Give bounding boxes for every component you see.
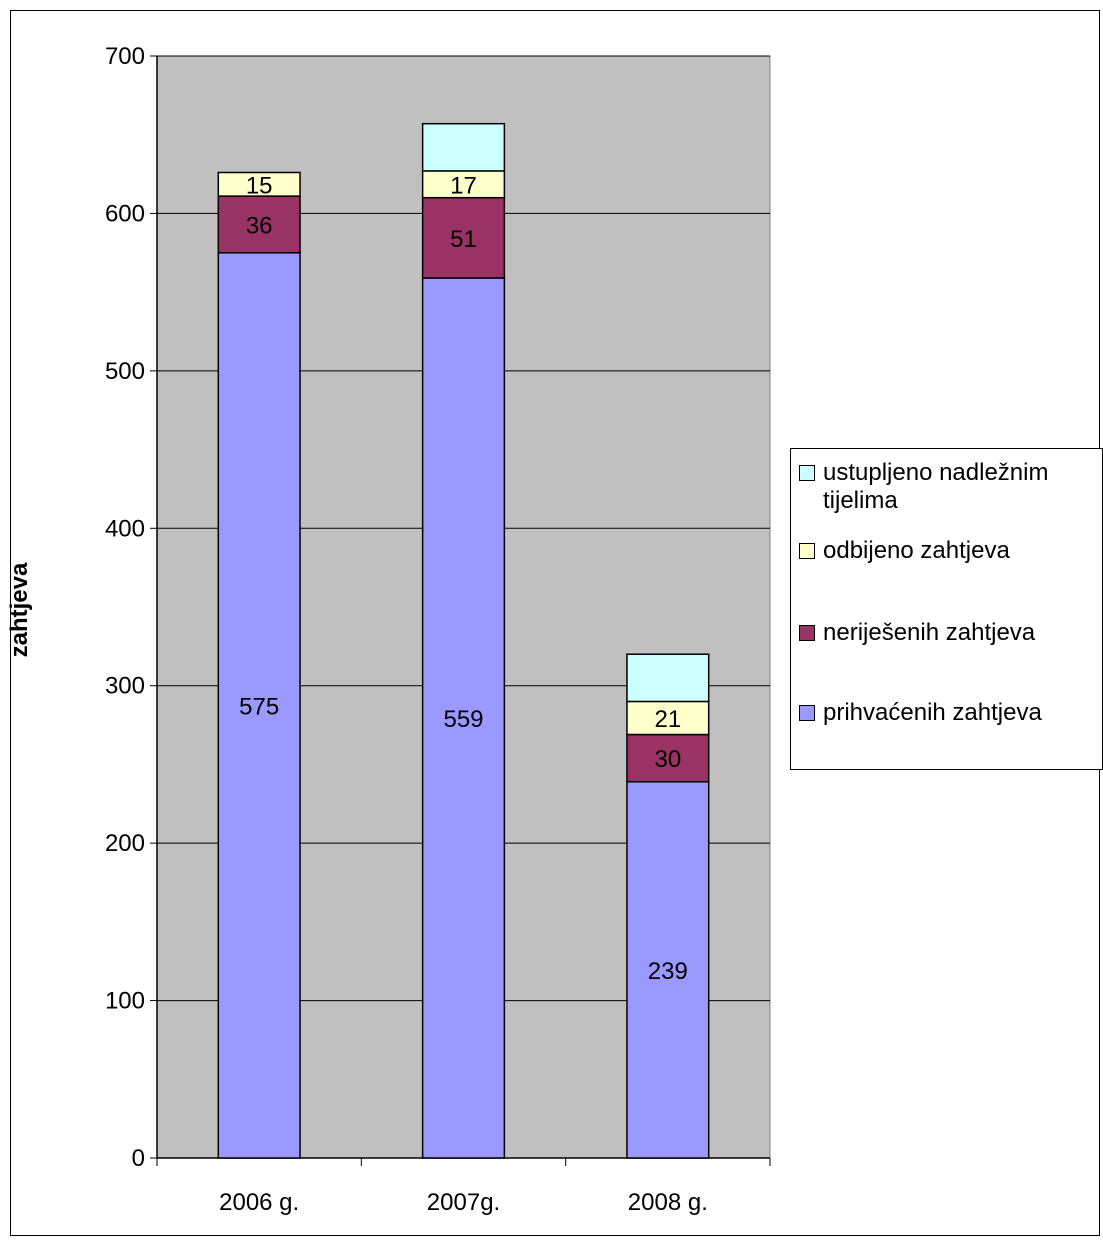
bar-segment bbox=[217, 195, 301, 254]
legend-item: odbijeno zahtjeva bbox=[799, 537, 1093, 565]
y-axis-title: zahtjeva bbox=[6, 562, 33, 658]
bar-segment bbox=[421, 196, 506, 279]
y-tick-label: 400 bbox=[105, 515, 145, 542]
data-label: 239 bbox=[648, 958, 688, 985]
legend-swatch bbox=[799, 543, 815, 559]
y-tick-label: 500 bbox=[105, 358, 145, 385]
bar-segment bbox=[217, 171, 301, 197]
legend-label: neriješenih zahtjeva bbox=[823, 619, 1036, 646]
legend-label: odbijeno zahtjeva bbox=[823, 537, 1010, 564]
x-tick-label: 2008 g. bbox=[628, 1189, 708, 1216]
legend-swatch bbox=[799, 705, 815, 721]
x-tick-label: 2007g. bbox=[427, 1189, 500, 1216]
bar-segment bbox=[626, 653, 710, 703]
y-tick-label: 200 bbox=[105, 830, 145, 857]
data-label: 30 bbox=[654, 746, 681, 773]
bar-segment bbox=[217, 252, 301, 1159]
legend-label: ustupljeno nadležnim tijelima bbox=[823, 459, 1049, 514]
y-tick-label: 300 bbox=[105, 673, 145, 700]
bar-segment bbox=[421, 277, 506, 1159]
bar-segment bbox=[626, 700, 710, 736]
legend-swatch bbox=[799, 465, 815, 481]
legend-swatch bbox=[799, 625, 815, 641]
legend-item: neriješenih zahtjeva bbox=[799, 619, 1093, 647]
data-label: 17 bbox=[450, 172, 477, 199]
data-label: 15 bbox=[246, 172, 273, 199]
legend: ustupljeno nadležnim tijelima odbijeno za… bbox=[790, 448, 1103, 770]
y-tick-label: 0 bbox=[132, 1145, 145, 1172]
x-tick-label: 2006 g. bbox=[219, 1189, 299, 1216]
bar-segment bbox=[626, 780, 710, 1159]
bar-segment bbox=[421, 122, 506, 172]
legend-label: prihvaćenih zahtjeva bbox=[823, 699, 1042, 726]
data-label: 559 bbox=[443, 706, 483, 733]
y-tick-label: 100 bbox=[105, 988, 145, 1015]
data-label: 575 bbox=[239, 693, 279, 720]
y-tick-label: 600 bbox=[105, 200, 145, 227]
y-tick-label: 700 bbox=[105, 43, 145, 70]
legend-item: ustupljeno nadležnim tijelima bbox=[799, 459, 1093, 515]
data-label: 21 bbox=[654, 706, 681, 733]
data-label: 51 bbox=[450, 226, 477, 253]
legend-item: prihvaćenih zahtjeva bbox=[799, 699, 1093, 727]
data-label: 36 bbox=[246, 212, 273, 239]
bar-segment bbox=[626, 733, 710, 783]
